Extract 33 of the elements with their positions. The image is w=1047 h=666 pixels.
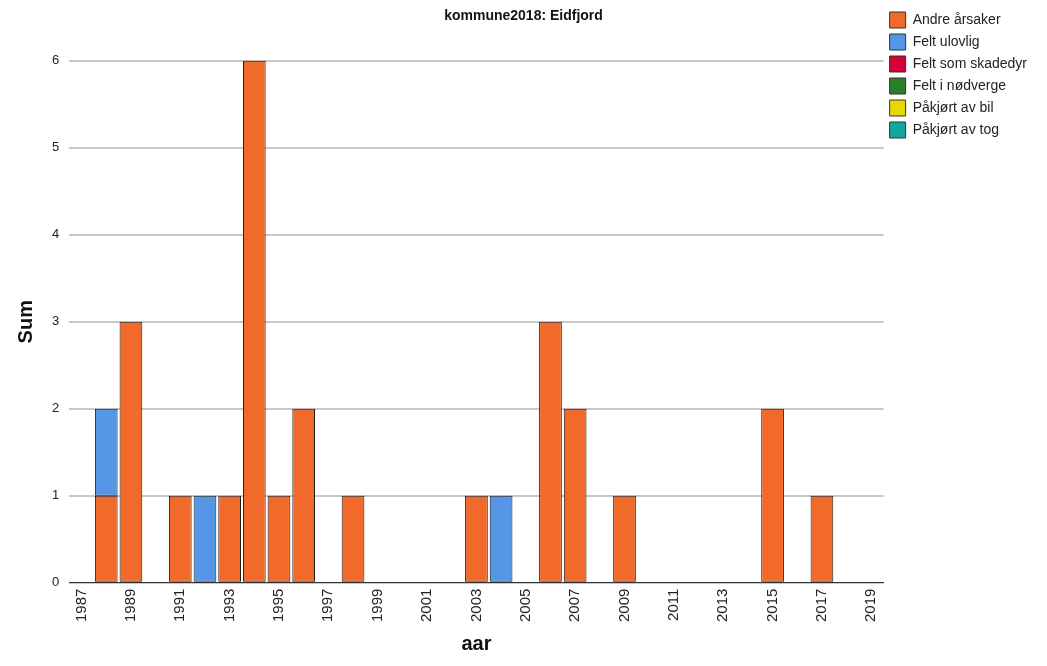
- x-axis-title: aar: [461, 631, 492, 654]
- legend-label: Felt i nødverge: [912, 76, 1007, 93]
- y-tick-label: 2: [52, 400, 60, 416]
- chart-title: kommune2018: Eidfjord: [444, 7, 603, 24]
- y-tick-label: 0: [52, 574, 60, 590]
- x-tick-label: 1987: [71, 588, 89, 623]
- x-tick-label: 2007: [565, 588, 583, 623]
- legend-label: Påkjørt av tog: [912, 120, 999, 137]
- x-tick-label: 1997: [318, 588, 336, 623]
- x-tick-label: 2011: [664, 588, 681, 621]
- x-tick-label: 2001: [417, 588, 435, 623]
- x-tick-label: 2005: [515, 588, 533, 623]
- y-tick-label: 1: [52, 487, 60, 503]
- x-tick-label: 2017: [812, 588, 830, 623]
- x-tick-label: 2015: [762, 588, 780, 623]
- x-tick-label: 2003: [466, 588, 484, 623]
- y-tick-label: 6: [52, 52, 60, 68]
- x-tick-label: 1989: [121, 588, 139, 623]
- x-tick-label: 2009: [614, 588, 632, 623]
- x-tick-label: 1993: [219, 588, 237, 623]
- x-tick-label: 1999: [367, 588, 385, 623]
- legend-label: Felt ulovlig: [912, 32, 980, 49]
- y-tick-label: 5: [52, 139, 60, 155]
- legend-label: Andre årsaker: [912, 10, 1001, 27]
- y-tick-label: 4: [52, 226, 60, 242]
- legend-label: Felt som skadedyr: [912, 54, 1028, 71]
- x-tick-label: 2013: [713, 588, 731, 623]
- legend-label: Påkjørt av bil: [912, 98, 994, 115]
- y-axis-title: Sum: [13, 300, 36, 344]
- y-tick-label: 3: [52, 313, 60, 329]
- x-tick-label: 1995: [269, 588, 287, 623]
- x-tick-label: 2019: [861, 588, 879, 623]
- x-tick-label: 1991: [170, 588, 188, 623]
